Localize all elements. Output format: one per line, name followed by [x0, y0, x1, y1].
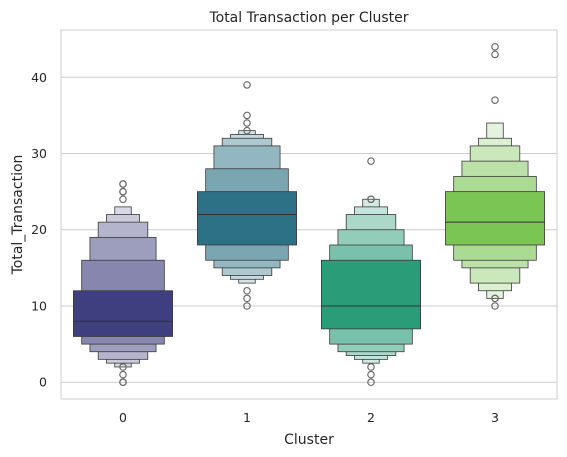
outlier-point	[243, 294, 251, 303]
outlier-point	[491, 50, 499, 59]
x-tick-label: 2	[367, 410, 375, 425]
boxen-box	[320, 259, 421, 330]
outlier-point	[119, 187, 127, 196]
outlier-point	[367, 363, 375, 371]
x-tick-labels: 0 1 2 3	[119, 410, 499, 425]
y-tick-label: 30	[31, 146, 47, 161]
boxen-cluster-1	[196, 81, 297, 310]
outlier-point	[243, 126, 251, 135]
outlier-point	[491, 96, 499, 104]
outlier-point	[119, 363, 127, 371]
boxen-series	[73, 42, 545, 387]
outlier-point	[491, 302, 499, 310]
outlier-point	[491, 42, 499, 51]
outlier-point	[491, 294, 499, 303]
outlier-point	[243, 111, 251, 120]
boxen-box	[444, 191, 545, 246]
outlier-point	[119, 370, 127, 379]
y-tick-label: 10	[31, 298, 47, 313]
y-tick-label: 0	[39, 375, 47, 390]
outlier-point	[243, 81, 251, 89]
x-axis-label: Cluster	[284, 432, 334, 448]
x-tick-label: 0	[119, 410, 127, 425]
boxen-cluster-2	[320, 157, 421, 387]
boxen-cluster-0	[73, 180, 173, 387]
outlier-point	[243, 119, 251, 127]
x-tick-label: 1	[243, 410, 251, 425]
outlier-point	[367, 378, 375, 387]
outlier-point	[243, 302, 251, 310]
x-tick-label: 3	[491, 410, 499, 425]
outlier-point	[119, 195, 127, 204]
outlier-point	[367, 370, 375, 379]
outlier-point	[119, 180, 127, 188]
outlier-point	[119, 378, 127, 387]
outlier-point	[367, 157, 375, 165]
outlier-point	[243, 286, 251, 295]
boxen-box	[196, 191, 297, 246]
boxen-cluster-3	[444, 42, 545, 310]
boxen-box	[73, 290, 173, 337]
y-tick-label: 20	[31, 222, 47, 237]
y-axis-label: Total_Transaction	[10, 155, 26, 276]
outlier-point	[367, 195, 375, 204]
y-tick-labels: 0 10 20 30 40	[31, 70, 47, 390]
chart-title: Total Transaction per Cluster	[208, 10, 408, 26]
y-tick-label: 40	[31, 70, 47, 85]
